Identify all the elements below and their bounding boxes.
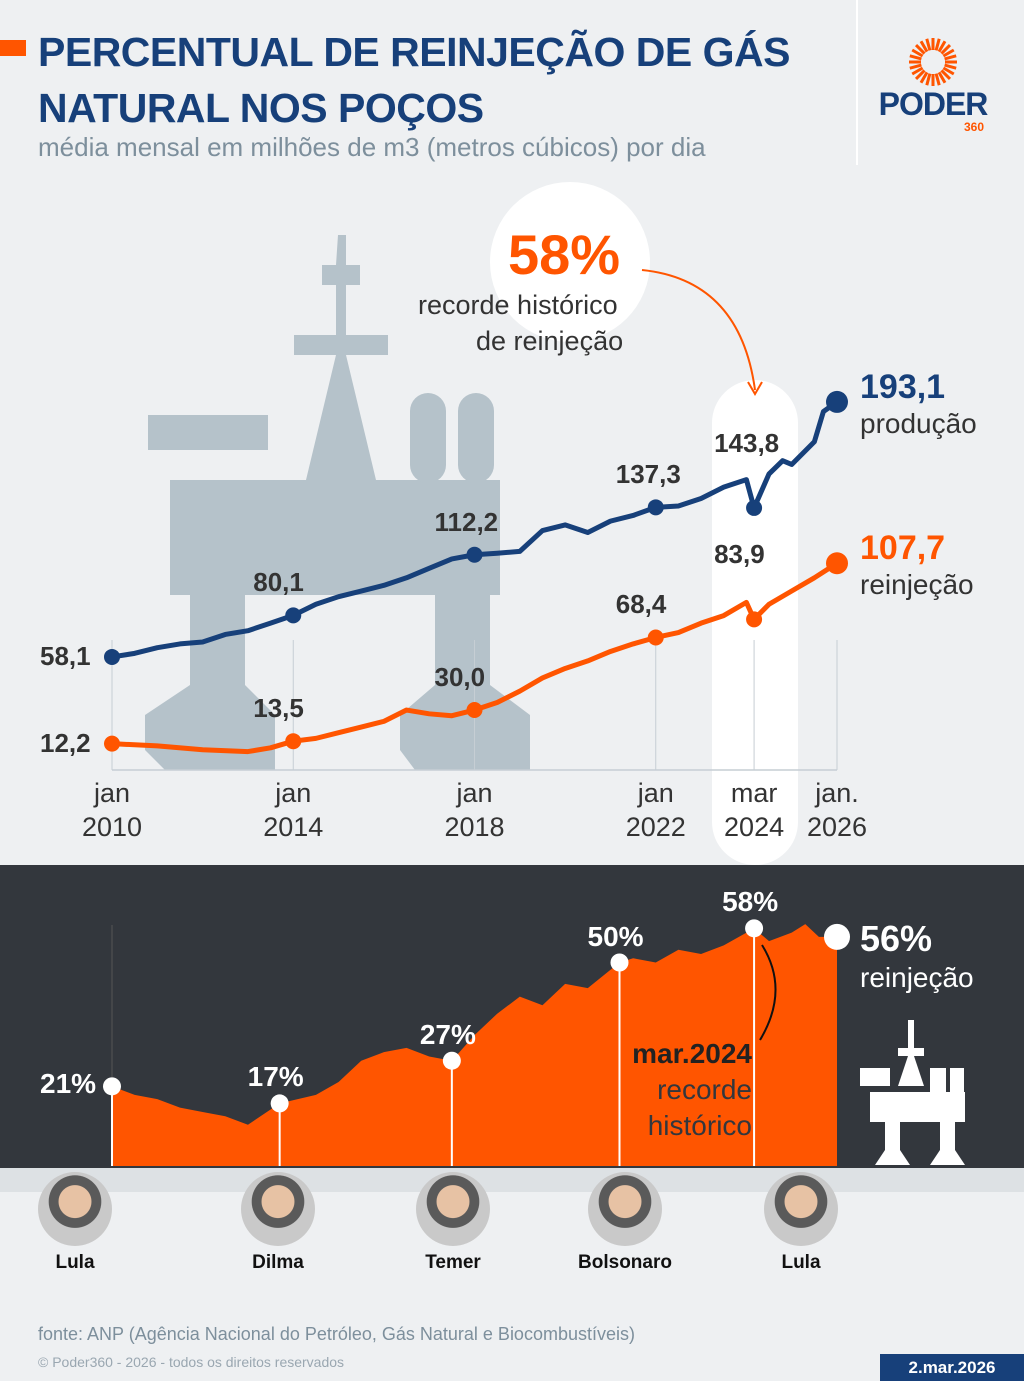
end-point: [824, 923, 850, 950]
data-point: [745, 919, 764, 938]
data-label: 68,4: [615, 589, 667, 620]
data-point: [103, 1077, 121, 1096]
data-point: [285, 733, 302, 750]
x-tick-label: jan.: [815, 778, 859, 808]
record-annotation: recorde: [657, 1074, 752, 1105]
data-point: [104, 735, 120, 752]
president-lula-2: Lula: [741, 1172, 861, 1274]
avatar: [241, 1172, 315, 1246]
annotation-bubble: [490, 182, 650, 342]
data-label: 30,0: [434, 662, 486, 693]
date-badge: 2.mar.2026: [880, 1354, 1024, 1381]
annotation-line: recorde histórico: [418, 290, 618, 320]
x-tick-label: 2022: [625, 812, 686, 842]
president-temer: Temer: [393, 1172, 513, 1274]
annotation-line: de reinjeção: [476, 326, 624, 356]
record-annotation: mar.2024: [632, 1038, 752, 1069]
president-band: [0, 1168, 1024, 1192]
end-series-label: produção: [860, 407, 977, 439]
x-tick-label: mar: [730, 778, 778, 808]
data-point: [270, 1094, 289, 1113]
president-dilma: Dilma: [218, 1172, 338, 1274]
data-point: [466, 702, 483, 719]
page-title: PERCENTUAL DE REINJEÇÃO DE GÁS NATURAL NO…: [38, 29, 790, 131]
x-tick-label: jan: [275, 778, 312, 808]
copyright: © Poder360 - 2026 - todos os direitos re…: [38, 1354, 345, 1370]
avatar: [764, 1172, 838, 1246]
data-label: 13,5: [253, 693, 304, 724]
data-point: [610, 953, 629, 972]
end-value-label: 193,1: [860, 367, 946, 406]
platform-icon: [148, 415, 268, 450]
x-tick-label: jan: [456, 778, 493, 808]
platform-leg: [145, 595, 275, 770]
x-tick-label: 2014: [263, 812, 324, 842]
annotation-arrow: [759, 944, 777, 1041]
data-label: 112,2: [434, 506, 499, 537]
end-value-label: 107,7: [860, 529, 946, 568]
data-label: 50%: [587, 920, 644, 952]
data-point: [466, 546, 483, 563]
area-reinjecao: [112, 924, 837, 1166]
avatar: [416, 1172, 490, 1246]
platform-leg: [400, 595, 530, 770]
president-lula-1: Lula: [15, 1172, 135, 1274]
data-point: [647, 499, 664, 516]
president-bolsonaro: Bolsonaro: [565, 1172, 685, 1274]
platform-icon: [860, 1020, 965, 1165]
avatar: [588, 1172, 662, 1246]
x-tick-label: 2026: [806, 812, 868, 842]
poder360-logo: PODER 360: [878, 36, 988, 134]
divider: [856, 0, 858, 165]
x-tick-label: 2018: [444, 812, 505, 842]
data-label: 17%: [247, 1061, 304, 1093]
source-note: fonte: ANP (Agência Nacional do Petróleo…: [38, 1324, 635, 1344]
x-tick-label: jan: [93, 778, 131, 808]
end-point: [826, 552, 848, 575]
data-label: 83,9: [714, 539, 765, 570]
annotation-value: 58%: [508, 223, 621, 286]
derrick-icon: [294, 235, 388, 480]
avatar: [38, 1172, 112, 1246]
x-tick-label: 2010: [81, 812, 143, 842]
data-label: 58,1: [40, 640, 91, 671]
subtitle: média mensal em milhões de m3 (metros cú…: [38, 132, 706, 162]
data-label: 21%: [40, 1068, 97, 1100]
data-label: 12,2: [40, 727, 91, 758]
data-label: 58%: [722, 886, 779, 918]
sun-icon: [909, 38, 957, 86]
data-point: [647, 629, 664, 646]
platform-icon: [410, 393, 446, 483]
x-tick-label: 2024: [724, 812, 785, 842]
record-annotation: histórico: [647, 1110, 752, 1141]
data-point: [746, 611, 763, 628]
data-point: [104, 648, 120, 665]
title-marker: [0, 40, 26, 56]
end-series-label: reinjeção: [860, 569, 974, 601]
annotation-arrow: [641, 269, 756, 391]
end-value-label: 56%: [860, 918, 933, 959]
end-point: [826, 390, 848, 413]
data-point: [442, 1051, 461, 1070]
platform-icon: [458, 393, 494, 483]
data-label: 80,1: [253, 567, 304, 598]
data-label: 27%: [419, 1018, 476, 1050]
platform-icon: [170, 480, 500, 595]
data-label: 143,8: [714, 427, 780, 458]
end-series-label: reinjeção: [860, 962, 974, 993]
data-point: [285, 607, 302, 624]
data-point: [746, 499, 763, 516]
data-label: 137,3: [615, 459, 681, 490]
arrow-head-icon: [747, 381, 763, 396]
x-tick-label: jan: [637, 778, 674, 808]
